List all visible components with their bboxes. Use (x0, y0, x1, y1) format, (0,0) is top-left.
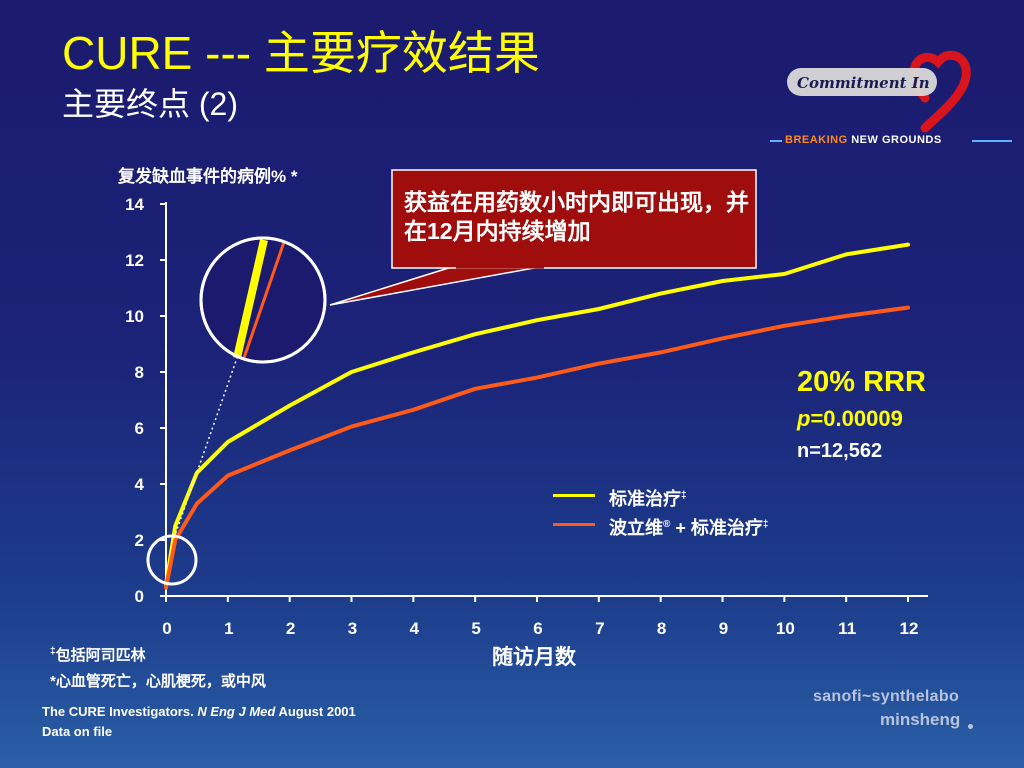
x-tick-label: 10 (776, 619, 795, 638)
y-tick-label: 6 (135, 419, 144, 438)
legend-swatch-standard (553, 494, 595, 497)
x-tick-label: 7 (595, 619, 604, 638)
x-tick-label: 0 (162, 619, 171, 638)
x-tick-label: 8 (657, 619, 666, 638)
journal-name: N Eng J Med (197, 704, 276, 719)
p-value: p=0.00009 (797, 406, 903, 432)
heart-icon (909, 50, 971, 133)
x-tick-label: 11 (838, 619, 856, 638)
y-tick-label: 0 (135, 587, 144, 606)
divider-line (770, 140, 782, 142)
footnote-text: 包括阿司匹林 (55, 647, 146, 664)
n-count: n=12,562 (797, 440, 883, 462)
source-text: The CURE Investigators. (42, 704, 198, 719)
commitment-logo: Commitment In (787, 50, 971, 133)
footnote-endpoints: *心血管死亡，心肌梗死，或中风 (50, 673, 266, 690)
rrr-stat: 20% RRR (797, 366, 926, 398)
x-tick-label: 5 (471, 619, 480, 638)
legend-text: + 标准治疗 (670, 518, 763, 538)
zoom-line-standard (233, 239, 268, 359)
x-tick-label: 2 (286, 619, 295, 638)
x-tick-label: 6 (533, 619, 542, 638)
zoom-connector (173, 357, 238, 539)
x-tick-label: 3 (348, 619, 357, 638)
page-subtitle: 主要终点 (2) (62, 86, 239, 122)
breaking-word: BREAKING (785, 134, 848, 146)
source-data-on-file: Data on file (42, 724, 113, 739)
source-date: August 2001 (275, 704, 356, 719)
logo-dot (968, 724, 973, 729)
page-title: CURE --- 主要疗效结果 (62, 27, 540, 79)
legend-label-standard: 标准治疗‡ (609, 485, 687, 511)
legend-text: 标准治疗 (609, 489, 681, 509)
company-logo-sanofi: sanofi~synthelabo (813, 688, 960, 705)
p-number: =0.00009 (810, 406, 903, 431)
zoom-line-plavix (242, 241, 286, 359)
legend-sup: ‡ (762, 519, 769, 530)
x-tick-label: 12 (900, 619, 919, 638)
p-symbol: p (797, 406, 811, 431)
y-tick-label: 8 (135, 363, 144, 382)
chart-series (164, 242, 910, 590)
divider-line (972, 140, 1012, 142)
legend-label-plavix: 波立维® + 标准治疗‡ (609, 514, 768, 540)
legend-sup: ‡ (681, 490, 687, 501)
zoom-large-circle-rim (199, 236, 327, 364)
company-logo-minsheng: minsheng (880, 710, 961, 729)
new-grounds-word: NEW GROUNDS (851, 134, 942, 146)
zoom-small-circle (146, 534, 198, 586)
y-tick-label: 12 (125, 251, 144, 270)
chart-overlay (146, 169, 757, 586)
legend-reg: ® (663, 519, 671, 530)
y-axis-label: 复发缺血事件的病例% * (118, 167, 298, 186)
callout-box (391, 169, 757, 269)
x-tick-label: 9 (719, 619, 728, 638)
source-citation: The CURE Investigators. N Eng J Med Augu… (42, 704, 356, 719)
x-tick-label: 1 (224, 619, 233, 638)
footnote-mark: ‡ (50, 646, 56, 657)
logo-text: Commitment In (797, 74, 930, 92)
breaking-tagline: BREAKING NEW GROUNDS (785, 134, 942, 146)
footnote-aspirin: ‡包括阿司匹林 (50, 644, 146, 665)
y-tick-label: 2 (135, 531, 144, 550)
x-axis-label: 随访月数 (492, 646, 576, 669)
y-tick-label: 14 (125, 195, 144, 214)
series-line-plavix (164, 305, 910, 590)
x-tick-label: 4 (410, 619, 420, 638)
y-tick-label: 10 (125, 307, 144, 326)
legend-swatch-plavix (553, 523, 595, 526)
series-line-standard (164, 242, 910, 587)
y-tick-label: 4 (135, 475, 145, 494)
legend-text: 波立维 (609, 518, 663, 538)
callout-pointer (329, 265, 546, 306)
callout-text: 获益在用药数小时内即可出现，并在12月内持续增加 (404, 189, 749, 245)
